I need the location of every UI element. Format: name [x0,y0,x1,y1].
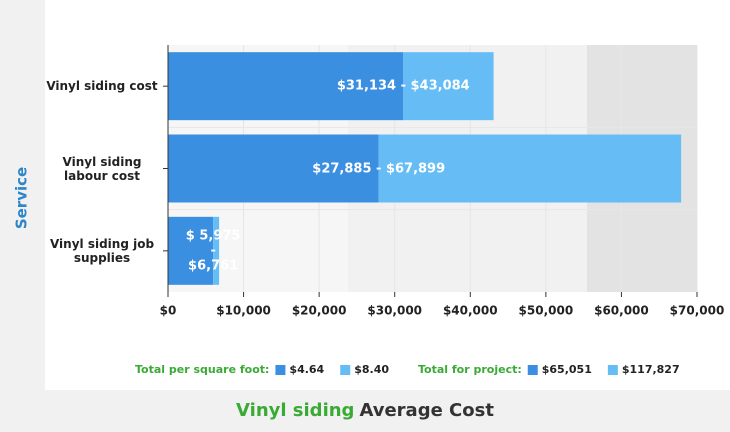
bar-low [168,52,404,121]
value-label: $ 5,975 - $6,761 [185,228,241,274]
x-tick-label: $70,000 [670,304,725,318]
legend-swatch [340,365,351,375]
y-tick-label: Vinyl siding cost [46,79,158,94]
x-tick-label: $20,000 [292,304,347,318]
legend-swatch [527,365,538,375]
x-tick-label: $0 [160,304,177,318]
value-label: $31,134 - $43,084 [336,78,470,94]
bar-high [403,52,494,121]
x-tick-label: $40,000 [443,304,498,318]
legend-title: Total per square foot: [135,363,269,376]
legend-label: $8.40 [354,363,389,376]
value-label: $27,885 - $67,899 [312,161,446,176]
title-text: Average Cost [359,400,494,421]
x-tick-label: $10,000 [216,304,271,318]
legend-title: Total for project: [418,363,522,376]
legend-label: $4.64 [289,363,324,376]
legend-swatch [607,365,618,375]
bar-high [213,216,220,285]
title-highlight: Vinyl siding [236,400,354,421]
y-tick-label: Vinyl siding job supplies [49,236,155,265]
x-tick-label: $30,000 [367,304,422,318]
bar-high [378,134,682,203]
legend-label: $117,827 [622,363,680,376]
legend-label: $65,051 [542,363,592,376]
y-axis-label: Service [13,167,31,229]
x-tick-label: $60,000 [594,304,649,318]
bar-low [168,134,379,203]
bar-low [168,216,214,285]
y-tick-label: Vinyl siding labour cost [62,154,142,183]
chart-title: Vinyl siding Average Cost [236,400,494,421]
legend-swatch [275,365,286,375]
x-tick-label: $50,000 [519,304,574,318]
